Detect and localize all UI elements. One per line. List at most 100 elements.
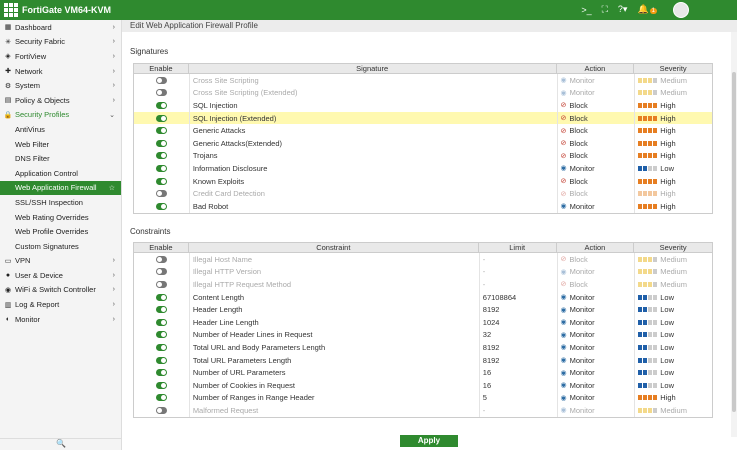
sidebar-item[interactable]: DNS Filter [0, 151, 121, 166]
enable-toggle[interactable] [155, 406, 167, 414]
sidebar-item[interactable]: Custom Signatures [0, 239, 121, 254]
enable-toggle[interactable] [155, 343, 167, 351]
enable-toggle[interactable] [155, 89, 167, 97]
sidebar-item[interactable]: ▥ Log & Report › [0, 297, 121, 312]
enable-toggle[interactable] [155, 101, 167, 109]
limit-value[interactable]: 8192 [478, 353, 557, 367]
sidebar-item[interactable]: ▭ VPN › [0, 254, 121, 269]
table-row[interactable]: Credit Card Detection ⊘ Block High [134, 187, 712, 200]
sidebar-item[interactable]: Web Profile Overrides [0, 224, 121, 239]
enable-toggle[interactable] [155, 152, 167, 160]
limit-value[interactable]: - [478, 404, 557, 417]
limit-value[interactable]: - [478, 265, 557, 279]
enable-toggle[interactable] [155, 381, 167, 389]
col-severity[interactable]: Severity [659, 243, 687, 252]
table-row[interactable]: SQL Injection (Extended) ⊘ Block High [134, 111, 712, 125]
scrollbar[interactable] [731, 32, 737, 437]
sidebar-item[interactable]: ● User & Device › [0, 268, 121, 283]
limit-value[interactable]: 8192 [478, 303, 557, 316]
apply-button[interactable]: Apply [400, 435, 458, 447]
col-enable[interactable]: Enable [134, 64, 189, 73]
sidebar-item[interactable]: Web Application Firewall ☆ [0, 180, 121, 196]
limit-value[interactable]: 8192 [478, 341, 557, 354]
sidebar-item[interactable]: Application Control [0, 166, 121, 181]
table-row[interactable]: Total URL and Body Parameters Length 8192… [134, 341, 712, 354]
table-row[interactable]: Generic Attacks(Extended) ⊘ Block High [134, 136, 712, 150]
limit-value[interactable]: 5 [478, 391, 557, 405]
enable-toggle[interactable] [155, 369, 167, 377]
table-row[interactable]: Number of URL Parameters 16 ◉ Monitor Low [134, 366, 712, 379]
sidebar-item[interactable]: Web Rating Overrides [0, 210, 121, 225]
notifications-button[interactable]: 🔔 1 [637, 4, 657, 15]
sidebar-item[interactable]: ▦ Dashboard › [0, 20, 121, 35]
enable-toggle[interactable] [155, 164, 167, 172]
col-constraint[interactable]: Constraint [189, 243, 479, 252]
enable-toggle[interactable] [155, 255, 167, 263]
enable-toggle[interactable] [155, 76, 167, 84]
enable-toggle[interactable] [155, 306, 167, 314]
sidebar-item[interactable]: Web Filter [0, 137, 121, 152]
sidebar-item[interactable]: SSL/SSH Inspection [0, 195, 121, 210]
table-row[interactable]: Cross Site Scripting (Extended) ◉ Monitor M… [134, 86, 712, 100]
table-row[interactable]: Content Length 67108864 ◉ Monitor Low [134, 290, 712, 304]
enable-toggle[interactable] [155, 318, 167, 326]
enable-toggle[interactable] [155, 293, 167, 301]
limit-value[interactable]: 67108864 [478, 290, 557, 304]
limit-value[interactable]: - [478, 278, 557, 291]
limit-value[interactable]: 32 [478, 328, 557, 342]
enable-toggle[interactable] [155, 114, 167, 122]
enable-toggle[interactable] [155, 280, 167, 288]
sidebar-item[interactable]: ⚙ System › [0, 78, 121, 93]
sidebar-item[interactable]: ◈ FortiView › [0, 49, 121, 64]
sidebar-item[interactable]: ✳ Security Fabric › [0, 35, 121, 50]
sidebar-item[interactable]: ▤ Policy & Objects › [0, 93, 121, 108]
enable-toggle[interactable] [155, 190, 167, 198]
table-row[interactable]: Number of Cookies in Request 16 ◉ Monitor Lo… [134, 378, 712, 392]
table-row[interactable]: Header Line Length 1024 ◉ Monitor Low [134, 315, 712, 329]
table-row[interactable]: Known Exploits ⊘ Block High [134, 174, 712, 188]
table-row[interactable]: Generic Attacks ⊘ Block High [134, 124, 712, 137]
enable-toggle[interactable] [155, 394, 167, 402]
col-action[interactable]: Action [557, 64, 635, 73]
enable-toggle[interactable] [155, 177, 167, 185]
enable-toggle[interactable] [155, 268, 167, 276]
sidebar-item[interactable]: 🔒 Security Profiles ⌄ [0, 108, 121, 123]
enable-toggle[interactable] [155, 331, 167, 339]
enable-toggle[interactable] [155, 356, 167, 364]
limit-value[interactable]: 1024 [478, 315, 557, 329]
table-row[interactable]: Illegal HTTP Version - ◉ Monitor Medium [134, 265, 712, 279]
limit-value[interactable]: 16 [478, 378, 557, 392]
star-icon[interactable]: ☆ [108, 184, 115, 192]
table-row[interactable]: Number of Header Lines in Request 32 ◉ Moni… [134, 328, 712, 342]
table-row[interactable]: Malformed Request - ◉ Monitor Medium [134, 404, 712, 417]
enable-toggle[interactable] [155, 202, 167, 210]
col-signature[interactable]: Signature [189, 64, 557, 73]
col-action[interactable]: Action [557, 243, 635, 252]
table-row[interactable]: SQL Injection ⊘ Block High [134, 99, 712, 112]
col-severity[interactable]: Severity [659, 64, 687, 73]
table-row[interactable]: Total URL Parameters Length 8192 ◉ Monitor L… [134, 353, 712, 367]
sidebar-item[interactable]: ✚ Network › [0, 64, 121, 79]
table-row[interactable]: Header Length 8192 ◉ Monitor Low [134, 303, 712, 316]
enable-toggle[interactable] [155, 139, 167, 147]
table-row[interactable]: Cross Site Scripting ◉ Monitor Medium [134, 74, 712, 87]
table-row[interactable]: Illegal HTTP Request Method - ⊘ Block Medium [134, 278, 712, 291]
limit-value[interactable]: 16 [478, 366, 557, 379]
col-enable[interactable]: Enable [134, 243, 189, 252]
scrollbar-thumb[interactable] [732, 72, 736, 412]
help-icon[interactable]: ?▾ [617, 4, 628, 14]
sidebar-search-icon[interactable]: 🔍 [0, 438, 122, 450]
sidebar-item[interactable]: ◉ WiFi & Switch Controller › [0, 283, 121, 298]
sidebar-item[interactable]: ◐ Monitor › [0, 312, 121, 327]
table-row[interactable]: Illegal Host Name - ⊘ Block Medium [134, 253, 712, 266]
table-row[interactable]: Bad Robot ◉ Monitor High [134, 199, 712, 213]
fullscreen-icon[interactable]: ⛶ [601, 4, 608, 14]
limit-value[interactable]: - [478, 253, 557, 266]
cli-console-icon[interactable]: >_ [581, 4, 592, 15]
sidebar-item[interactable]: AntiVirus [0, 122, 121, 137]
table-row[interactable]: Information Disclosure ◉ Monitor Low [134, 162, 712, 175]
col-limit[interactable]: Limit [479, 243, 557, 252]
avatar[interactable] [673, 2, 689, 18]
enable-toggle[interactable] [155, 127, 167, 135]
table-row[interactable]: Number of Ranges in Range Header 5 ◉ Monito… [134, 391, 712, 405]
